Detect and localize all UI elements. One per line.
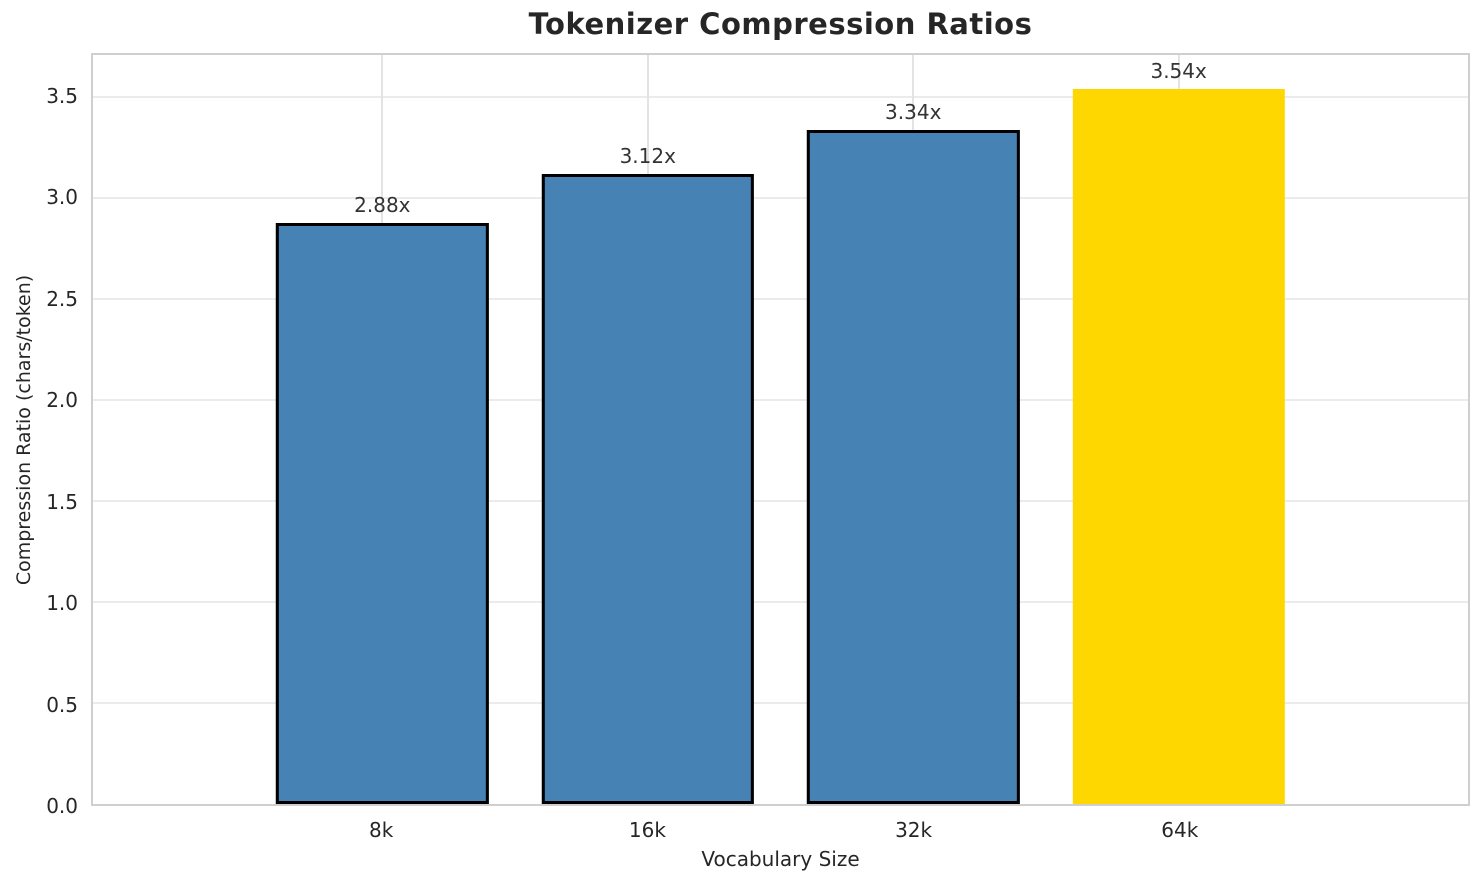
bar-64k	[1072, 89, 1285, 804]
y-tick-label: 0.0	[46, 794, 78, 818]
bar-value-label: 3.12x	[619, 144, 676, 169]
h-gridline	[93, 500, 1468, 503]
h-gridline	[93, 298, 1468, 301]
bar-layer: 2.88x 3.12x 3.34x 3.54x	[93, 55, 1468, 804]
plot-area: 2.88x 3.12x 3.34x 3.54x	[91, 53, 1470, 806]
y-axis-tick-labels: 0.0 0.5 1.0 1.5 2.0 2.5 3.0 3.5	[0, 53, 78, 818]
x-tick-label-32k: 32k	[895, 818, 933, 842]
chart-title: Tokenizer Compression Ratios	[528, 7, 1033, 41]
h-gridline	[93, 702, 1468, 705]
y-tick-label: 2.5	[46, 286, 78, 311]
x-tick-label-16k: 16k	[628, 818, 666, 842]
bar-8k	[276, 222, 489, 804]
bar-16k	[541, 174, 754, 804]
y-tick-label: 2.0	[46, 388, 78, 413]
y-tick-label: 0.5	[46, 692, 78, 717]
h-gridline	[93, 96, 1468, 99]
y-tick-label: 3.0	[46, 185, 78, 210]
x-axis-label: Vocabulary Size	[701, 847, 860, 871]
h-gridline	[93, 399, 1468, 402]
x-tick-label-8k: 8k	[369, 818, 394, 842]
y-tick-label: 1.0	[46, 591, 78, 616]
h-gridline	[93, 601, 1468, 604]
x-tick-label-64k: 64k	[1161, 818, 1199, 842]
bar-value-label: 2.88x	[354, 192, 411, 217]
x-axis-tick-labels: 8k 16k 32k 64k	[91, 806, 1470, 851]
y-tick-label: 1.5	[46, 489, 78, 514]
bar-value-label: 3.34x	[885, 99, 942, 124]
bar-value-label: 3.54x	[1150, 59, 1207, 84]
bar-32k	[807, 129, 1020, 804]
y-tick-label: 3.5	[46, 83, 78, 108]
h-gridline	[93, 197, 1468, 200]
